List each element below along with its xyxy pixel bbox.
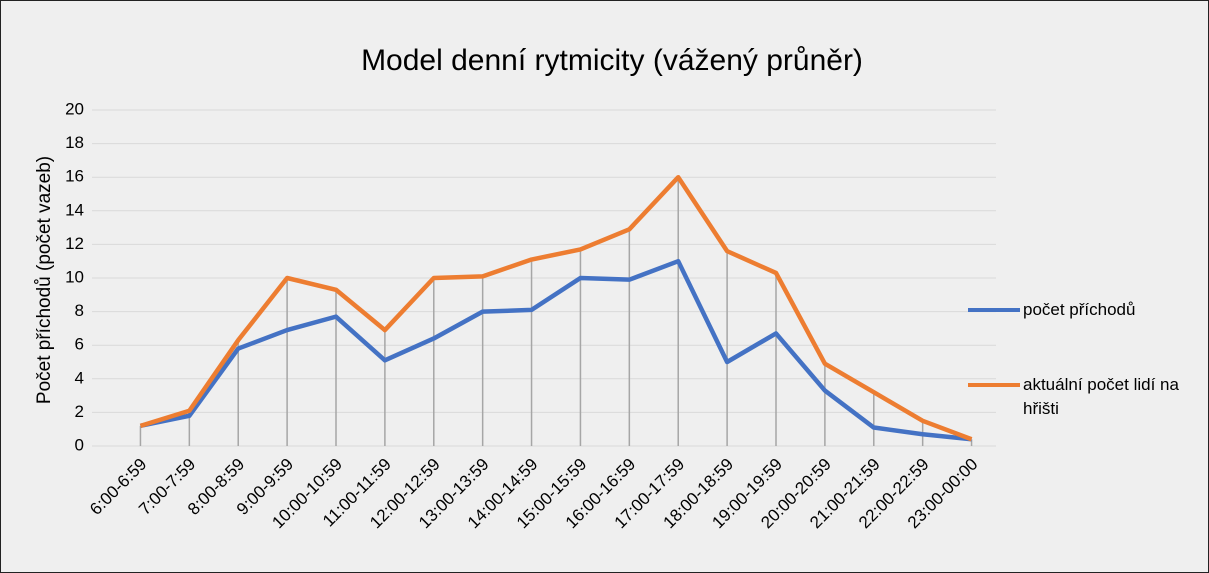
y-tick-label: 20 (65, 99, 84, 118)
series-line (139, 174, 973, 442)
y-axis-label: Počet příchodů (počet vazeb) (34, 156, 55, 404)
y-tick-label: 6 (75, 335, 84, 354)
legend-label: počet příchodů (1023, 300, 1136, 319)
legend-label: aktuální počet lidí na hřišti (1023, 375, 1179, 418)
legend-item: aktuální počet lidí na hřišti (968, 373, 1193, 421)
legend-item: počet příchodů (968, 298, 1193, 322)
series-line (139, 258, 972, 442)
y-tick-label: 12 (65, 234, 84, 253)
y-tick-label: 16 (65, 167, 84, 186)
legend-swatch (968, 308, 1020, 312)
y-tick-label: 2 (75, 402, 84, 421)
y-tick-label: 10 (65, 267, 84, 286)
y-tick-label: 4 (75, 368, 84, 387)
y-tick-label: 0 (75, 435, 84, 454)
chart-title: Model denní rytmicity (vážený průněr) (361, 44, 863, 77)
y-tick-label: 14 (65, 200, 84, 219)
y-tick-label: 8 (75, 301, 84, 320)
y-tick-label: 18 (65, 133, 84, 152)
legend-swatch (968, 383, 1020, 387)
